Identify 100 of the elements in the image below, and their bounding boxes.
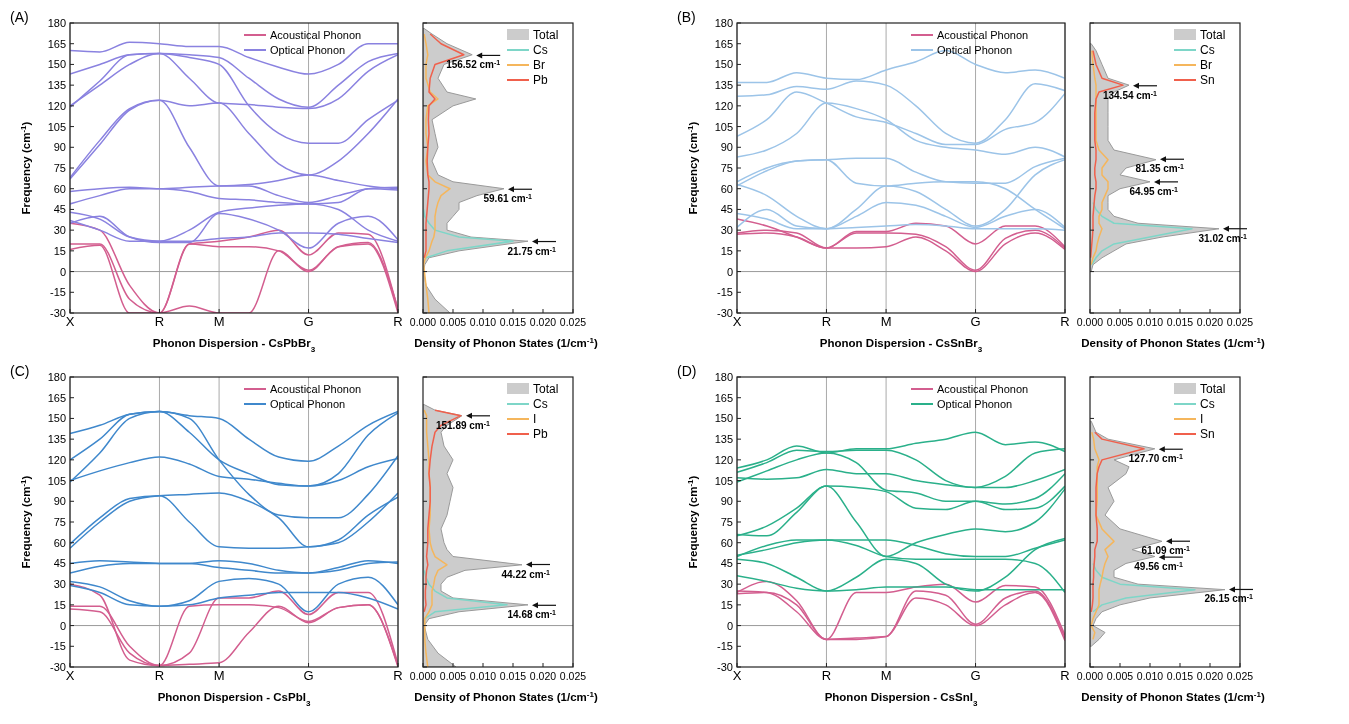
- y-tick-label: 30: [53, 224, 66, 237]
- x-tick-label: R: [1060, 668, 1070, 683]
- legend-label: Pb: [533, 73, 548, 87]
- x-axis-title: Density of Phonon States (1/cm$^{-1}$): [1081, 335, 1265, 349]
- x-tick-label: 0.025: [1226, 316, 1254, 328]
- y-tick-label: 45: [720, 557, 733, 570]
- x-tick-label: X: [65, 314, 75, 329]
- x-tick-label: R: [154, 314, 165, 329]
- y-tick-label: 120: [47, 99, 66, 112]
- y-tick-label: 30: [720, 224, 733, 237]
- chart-title: (C): [10, 363, 30, 379]
- y-tick-label: 120: [714, 99, 733, 112]
- x-tick-label: 0.025: [559, 670, 587, 682]
- legend-label: Optical Phonon: [937, 398, 1013, 410]
- x-tick-label: 0.015: [499, 316, 527, 328]
- y-tick-label: -15: [50, 640, 66, 653]
- legend-label: Optical Phonon: [937, 44, 1013, 56]
- y-tick-label: 45: [720, 203, 733, 216]
- legend-label: Br: [1200, 58, 1212, 72]
- legend-label: Total: [1200, 382, 1226, 396]
- y-tick-label: 75: [720, 516, 733, 528]
- annotation: 81.35 cm$^{-1}$: [1135, 162, 1185, 175]
- annotation: 127.70 cm$^{-1}$: [1128, 452, 1183, 465]
- y-tick-label: 165: [47, 391, 66, 404]
- annotation: 61.09 cm$^{-1}$: [1141, 544, 1191, 557]
- legend-label: Cs: [1200, 43, 1215, 57]
- y-tick-label: 15: [53, 244, 66, 257]
- y-tick-label: 0: [59, 265, 66, 278]
- x-axis-title: Phonon Dispersion - CsSnI$_{3}$: [824, 691, 978, 708]
- y-tick-label: 30: [53, 578, 66, 591]
- y-tick-label: 60: [53, 182, 66, 195]
- annotation: 31.02 cm$^{-1}$: [1198, 232, 1248, 244]
- legend-label: Sn: [1200, 73, 1215, 87]
- x-tick-label: 0.020: [1196, 670, 1224, 682]
- y-tick-label: 15: [53, 598, 66, 611]
- annotation: 134.54 cm$^{-1}$: [1102, 89, 1158, 101]
- y-tick-label: 90: [53, 141, 66, 154]
- y-tick-label: 60: [720, 536, 733, 549]
- x-tick-label: G: [970, 668, 981, 683]
- y-tick-label: 30: [720, 578, 733, 591]
- legend-label: Total: [533, 382, 559, 396]
- y-tick-label: 150: [714, 58, 733, 71]
- y-tick-label: 105: [714, 474, 733, 487]
- y-tick-label: 105: [47, 474, 66, 487]
- y-tick-label: 165: [47, 37, 66, 50]
- legend-label: Br: [533, 58, 545, 72]
- y-tick-label: -30: [717, 307, 733, 319]
- legend-label: Acoustical Phonon: [270, 29, 362, 41]
- legend-label: Optical Phonon: [270, 44, 346, 56]
- annotation: 49.56 cm$^{-1}$: [1134, 560, 1183, 573]
- y-tick-label: 60: [53, 536, 66, 549]
- y-tick-label: 75: [720, 162, 733, 174]
- y-tick-label: 180: [47, 17, 66, 29]
- x-tick-label: R: [393, 314, 403, 329]
- y-tick-label: -15: [50, 286, 66, 299]
- y-tick-label: 135: [714, 79, 733, 92]
- y-tick-label: 15: [720, 244, 733, 257]
- y-tick-label: 0: [726, 619, 733, 632]
- legend-label: Cs: [533, 397, 548, 411]
- x-tick-label: 0.005: [439, 670, 467, 682]
- y-tick-label: 180: [47, 371, 66, 383]
- x-tick-label: R: [393, 668, 403, 683]
- x-tick-label: R: [821, 668, 832, 683]
- y-tick-label: 45: [53, 557, 66, 570]
- legend-label: Cs: [1200, 397, 1215, 411]
- y-tick-label: 150: [714, 412, 733, 425]
- x-tick-label: R: [1060, 314, 1070, 329]
- x-tick-label: M: [213, 314, 225, 329]
- x-tick-label: X: [732, 314, 742, 329]
- x-tick-label: 0.005: [1106, 670, 1134, 682]
- y-tick-label: 120: [714, 453, 733, 466]
- x-tick-label: R: [154, 668, 165, 683]
- x-tick-label: M: [213, 668, 225, 683]
- annotation: 59.61 cm$^{-1}$: [483, 192, 533, 205]
- y-tick-label: 165: [714, 37, 733, 50]
- y-tick-label: 90: [720, 495, 733, 508]
- y-tick-label: 15: [720, 598, 733, 611]
- annotation: 44.22 cm$^{-1}$: [501, 568, 551, 580]
- y-tick-label: 150: [47, 412, 66, 425]
- x-tick-label: X: [65, 668, 75, 683]
- legend-label: Optical Phonon: [270, 398, 346, 410]
- annotation: 26.15 cm$^{-1}$: [1204, 592, 1254, 605]
- x-tick-label: M: [880, 314, 892, 329]
- x-axis-title: Phonon Dispersion - CsPbBr$_{3}$: [152, 337, 316, 354]
- legend-label: Acoustical Phonon: [270, 383, 362, 395]
- x-axis-title: Density of Phonon States (1/cm$^{-1}$): [414, 689, 598, 703]
- legend-label: Acoustical Phonon: [937, 383, 1029, 395]
- chart-title: (B): [677, 9, 696, 25]
- annotation: 64.95 cm$^{-1}$: [1129, 185, 1179, 197]
- y-tick-label: 135: [47, 79, 66, 92]
- x-tick-label: 0.025: [559, 316, 587, 328]
- y-tick-label: -30: [717, 661, 733, 673]
- x-axis-title: Density of Phonon States (1/cm$^{-1}$): [414, 335, 598, 349]
- x-tick-label: 0.005: [439, 316, 467, 328]
- x-tick-label: G: [970, 314, 981, 329]
- x-tick-label: 0.020: [529, 670, 557, 682]
- x-tick-label: 0.020: [1196, 316, 1224, 328]
- x-tick-label: M: [880, 668, 892, 683]
- x-tick-label: 0.000: [409, 670, 437, 682]
- y-tick-label: 180: [714, 371, 733, 383]
